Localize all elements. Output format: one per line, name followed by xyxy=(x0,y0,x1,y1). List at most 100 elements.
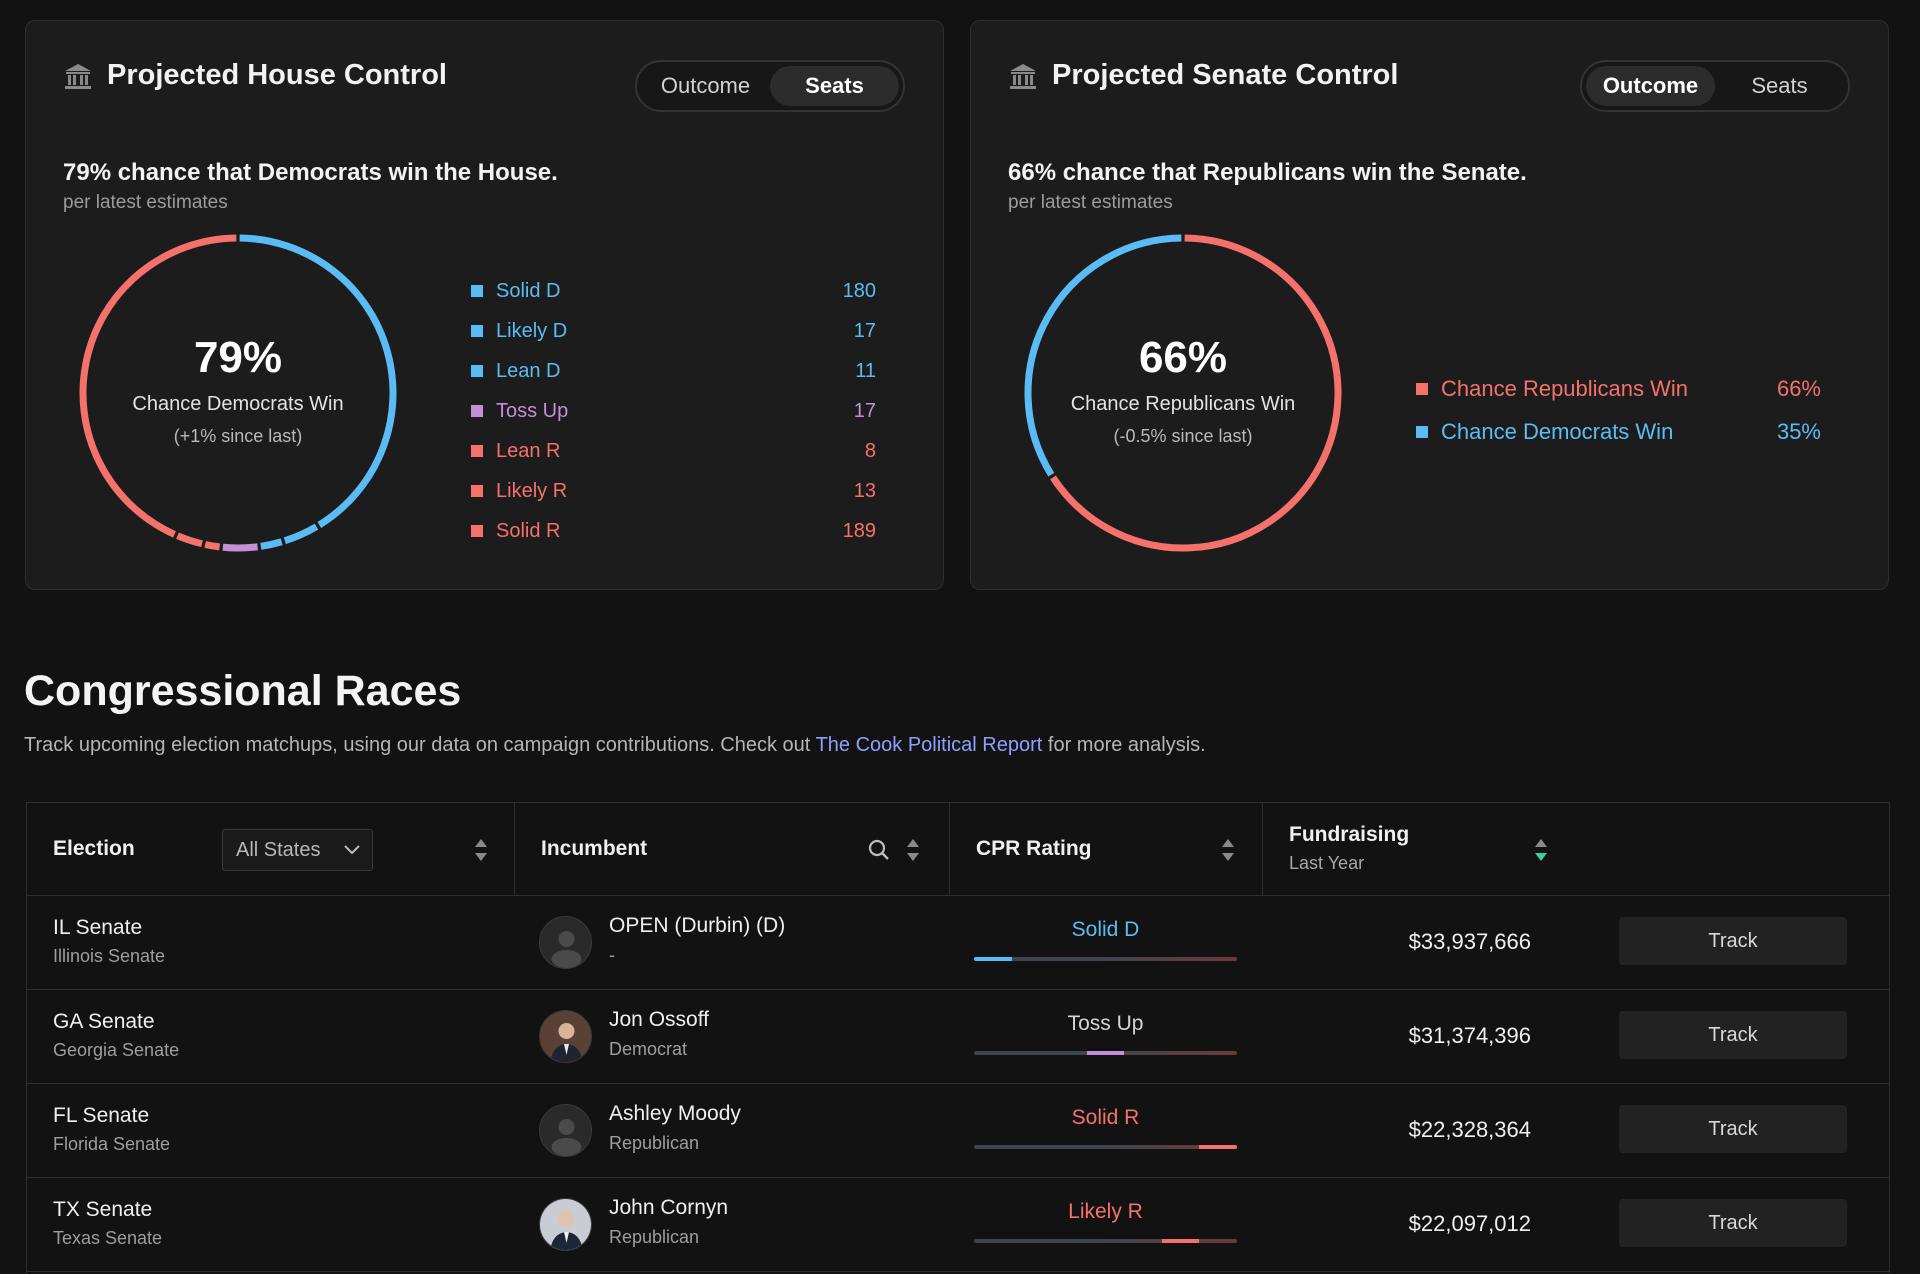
senate-legend: Chance Republicans Win 66% Chance Democra… xyxy=(1416,367,1821,453)
legend-label: Chance Democrats Win xyxy=(1441,418,1674,444)
incumbent-party: - xyxy=(609,945,615,965)
table-row[interactable]: TX Senate Texas Senate John Cornyn Repub… xyxy=(27,1178,1889,1272)
senate-toggle-seats[interactable]: Seats xyxy=(1751,73,1808,98)
senate-view-toggle: Outcome Seats xyxy=(1580,60,1850,112)
legend-item: Solid D 180 xyxy=(471,271,876,311)
donut-segment xyxy=(204,541,221,551)
house-card-title: Projected House Control xyxy=(107,59,447,91)
donut-segment xyxy=(1024,234,1182,477)
search-icon[interactable] xyxy=(868,839,890,861)
incumbent-party: Republican xyxy=(609,1133,700,1153)
legend-value: 17 xyxy=(853,399,876,422)
legend-item: Likely D 17 xyxy=(471,311,876,351)
cpr-rating-bar xyxy=(974,1145,1237,1149)
placeholder-avatar-icon xyxy=(539,916,592,969)
column-fundraising-sublabel: Last Year xyxy=(1289,853,1365,873)
legend-label: Likely R xyxy=(496,479,568,502)
election-subtitle: Georgia Senate xyxy=(53,1040,180,1060)
track-button[interactable]: Track xyxy=(1619,1105,1847,1153)
senate-card-header: Projected Senate Control xyxy=(1008,59,1398,92)
cpr-rating-marker xyxy=(1199,1145,1237,1149)
state-filter-select[interactable]: All States xyxy=(222,829,373,871)
capitol-building-icon xyxy=(65,63,91,89)
table-row[interactable]: FL Senate Florida Senate Ashley Moody Re… xyxy=(27,1084,1889,1178)
legend-swatch xyxy=(471,325,483,337)
house-toggle-outcome[interactable]: Outcome xyxy=(660,73,751,98)
senate-toggle-outcome[interactable]: Outcome xyxy=(1586,66,1715,106)
cpr-rating-marker xyxy=(1086,1051,1125,1055)
races-section-title: Congressional Races xyxy=(24,667,462,715)
sort-icon-active[interactable] xyxy=(1533,837,1549,863)
donut-segment xyxy=(283,523,319,545)
legend-item: Lean D 11 xyxy=(471,351,876,391)
legend-label: Likely D xyxy=(496,319,568,342)
donut-segment xyxy=(239,234,397,528)
house-toggle-seats[interactable]: Seats xyxy=(770,66,899,106)
table-row[interactable]: IL Senate Illinois Senate OPEN (Durbin) … xyxy=(27,896,1889,990)
house-view-toggle: Outcome Seats xyxy=(635,60,905,112)
house-donut-center: 79% Chance Democrats Win (+1% since last… xyxy=(76,231,400,555)
incumbent-party: Republican xyxy=(609,1227,700,1247)
legend-label: Lean R xyxy=(496,439,561,462)
capitol-building-icon xyxy=(1010,63,1036,89)
legend-value: 13 xyxy=(853,479,876,502)
legend-item: Toss Up 17 xyxy=(471,391,876,431)
column-cpr-rating: CPR Rating xyxy=(950,803,1263,896)
portrait-photo-icon xyxy=(539,1010,592,1063)
legend-item: Chance Democrats Win 35% xyxy=(1416,410,1821,453)
election-subtitle: Illinois Senate xyxy=(53,946,166,966)
legend-label: Solid R xyxy=(496,519,561,542)
election-subtitle: Florida Senate xyxy=(53,1134,171,1154)
legend-swatch xyxy=(471,445,483,457)
races-desc-text: Track upcoming election matchups, using … xyxy=(24,734,816,756)
senate-headline: 66% chance that Republicans win the Sena… xyxy=(1008,159,1527,186)
donut-segment xyxy=(1050,234,1342,552)
house-subline: per latest estimates xyxy=(63,192,228,213)
cpr-rating-label: Toss Up xyxy=(1067,1012,1144,1035)
house-control-card: Projected House Control Outcome Seats 79… xyxy=(25,20,944,590)
legend-swatch xyxy=(1416,425,1428,438)
legend-value: 17 xyxy=(853,319,876,342)
election-name: TX Senate xyxy=(53,1198,153,1221)
senate-subline: per latest estimates xyxy=(1008,192,1173,213)
sort-icon[interactable] xyxy=(473,837,489,863)
legend-label: Chance Republicans Win xyxy=(1441,375,1689,401)
donut-segment xyxy=(222,543,259,552)
cpr-rating-bar xyxy=(974,957,1237,961)
house-headline: 79% chance that Democrats win the House. xyxy=(63,159,558,186)
portrait-photo-icon xyxy=(539,1198,592,1251)
cpr-rating-bar xyxy=(974,1239,1237,1243)
legend-value: 189 xyxy=(842,519,876,542)
legend-label: Solid D xyxy=(496,279,561,302)
races-desc-text-end: for more analysis. xyxy=(1042,734,1206,756)
track-button[interactable]: Track xyxy=(1619,1199,1847,1247)
legend-swatch xyxy=(1416,382,1428,395)
senate-donut-center: 66% Chance Republicans Win (-0.5% since … xyxy=(1021,231,1345,555)
chevron-down-icon xyxy=(344,845,360,855)
election-name: GA Senate xyxy=(53,1010,155,1033)
track-button[interactable]: Track xyxy=(1619,917,1847,965)
sort-icon[interactable] xyxy=(1220,837,1236,863)
legend-swatch xyxy=(471,525,483,537)
cpr-rating-marker xyxy=(1161,1239,1200,1243)
legend-swatch xyxy=(471,485,483,497)
senate-card-title: Projected Senate Control xyxy=(1052,59,1399,91)
election-name: IL Senate xyxy=(53,916,143,939)
fundraising-amount: $22,097,012 xyxy=(1408,1211,1531,1236)
donut-segment xyxy=(79,234,237,538)
column-incumbent-label: Incumbent xyxy=(541,837,648,860)
legend-item: Likely R 13 xyxy=(471,471,876,511)
table-row[interactable]: GA Senate Georgia Senate Jon Ossoff Demo… xyxy=(27,990,1889,1084)
legend-label: Lean D xyxy=(496,359,561,382)
column-election: Election All States xyxy=(27,803,515,896)
cpr-rating-bar xyxy=(974,1051,1237,1055)
legend-value: 8 xyxy=(864,439,876,462)
sort-icon[interactable] xyxy=(905,837,921,863)
track-button[interactable]: Track xyxy=(1619,1011,1847,1059)
cook-political-report-link[interactable]: The Cook Political Report xyxy=(815,734,1043,756)
house-donut-label: Chance Democrats Win xyxy=(132,393,344,415)
election-name: FL Senate xyxy=(53,1104,150,1127)
legend-item: Lean R 8 xyxy=(471,431,876,471)
incumbent-name: John Cornyn xyxy=(609,1196,729,1219)
senate-control-card: Projected Senate Control Outcome Seats 6… xyxy=(970,20,1889,590)
